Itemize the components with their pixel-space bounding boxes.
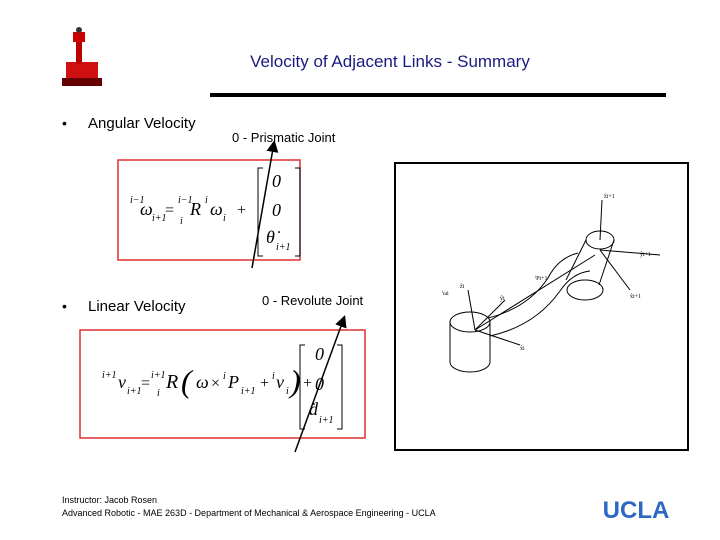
equation-token: P [227,372,239,392]
equation-token: i [223,371,226,382]
matrix-entry: 0 [272,171,281,191]
arrow [294,315,347,453]
bullet-dot: • [62,115,67,131]
equation-token: i+1 [152,213,167,224]
figure-label: ẑi [460,284,465,290]
equation-token: i+1 [102,370,117,381]
equation-token: i [180,216,183,227]
equation-token: i+1 [127,386,142,397]
equation-token: v [276,372,284,392]
equation-token: v [118,372,126,392]
equation-token: ω [196,372,209,392]
equation-token: i−1 [178,195,193,206]
figure-label: x̂i+1 [630,294,641,300]
equation-token: = [140,375,151,392]
equation-token: + [259,375,270,392]
matrix-entry: ḋ [309,399,319,419]
figure-label: ⁱPi+1 [535,274,547,282]
equation-token: ω [140,199,153,219]
equation-token: R [165,371,178,393]
figure-label: ⁱωi [442,289,449,297]
matrix-entry: 0 [315,344,324,364]
bullet: Angular Velocity [88,115,196,132]
robot-icon [62,27,102,86]
equation-token: i+1 [241,386,256,397]
matrix-entry: i+1 [276,242,291,253]
equation-token: × [210,375,221,392]
logo: UCLA [603,497,670,524]
equation-token: i [223,213,226,224]
footer: Advanced Robotic - MAE 263D - Department… [62,508,436,518]
equation-token: ) [288,363,301,399]
equation-token: i [205,195,208,206]
matrix-entry: 0 [272,200,281,220]
bullet-dot: • [62,298,67,314]
figure: ẑi+1 x̂i+1 ŷi+1 ẑi ŷi x̂i ⁱPi+1 ⁱωi [394,162,689,451]
equation-token: + [302,375,313,392]
matrix-bracket [299,344,343,430]
annotation: 0 - Prismatic Joint [232,130,336,145]
matrix-bracket [257,167,301,257]
equation-token: i [157,388,160,399]
equation-token: i−1 [130,195,145,206]
equation-token: + [236,202,247,219]
equation-token: ω [210,199,223,219]
title-rule [210,93,666,97]
equation-token: ( [181,363,194,399]
equation-token: = [164,202,175,219]
matrix-entry: i+1 [319,415,334,426]
figure-label: ŷi [500,296,505,302]
arrow [251,140,279,269]
figure-label: ŷi+1 [640,252,651,258]
equation-token: i+1 [151,370,166,381]
figure-label: ẑi+1 [604,194,615,200]
bullet: Linear Velocity [88,298,186,315]
equation-token: R [189,199,201,219]
annotation: 0 - Revolute Joint [262,293,364,308]
equation-token: i [286,386,289,397]
footer: Instructor: Jacob Rosen [62,495,157,505]
equation-token: i [272,371,275,382]
title: Velocity of Adjacent Links - Summary [250,52,530,71]
figure-label: x̂i [520,346,525,352]
equation-box [79,329,366,439]
